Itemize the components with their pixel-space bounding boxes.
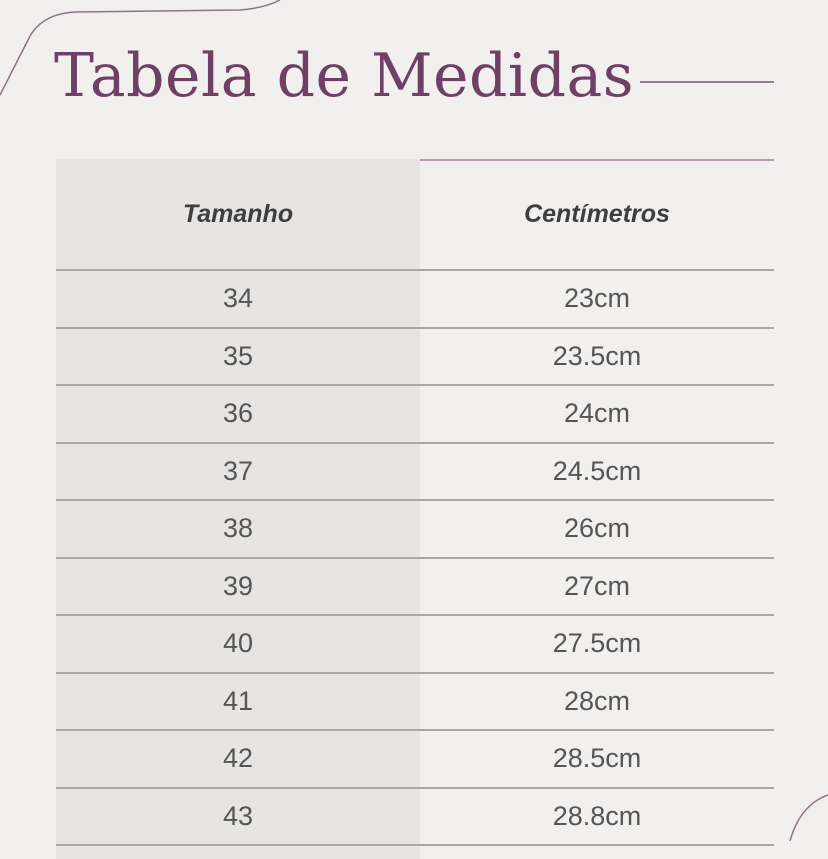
centimeters-cell: 26cm xyxy=(563,513,631,544)
size-column-background xyxy=(56,159,420,859)
size-cell: 43 xyxy=(222,800,254,831)
centimeters-cell: 23.5cm xyxy=(552,340,642,371)
size-cell: 34 xyxy=(222,283,254,314)
table-header-row: Tamanho Centímetros xyxy=(56,159,774,271)
table-row: 38 26cm xyxy=(56,501,774,559)
size-cell: 37 xyxy=(222,455,254,486)
centimeters-cell: 24.5cm xyxy=(552,455,642,486)
centimeters-cell: 28.8cm xyxy=(552,800,642,831)
table-top-divider xyxy=(420,159,774,161)
table-row: 39 27cm xyxy=(56,559,774,616)
size-cell: 42 xyxy=(222,743,254,774)
size-table: Tamanho Centímetros 34 23cm 35 23.5cm 36 24cm… xyxy=(56,159,774,846)
page-title: Tabela de Medidas xyxy=(54,41,635,111)
centimeters-cell: 27cm xyxy=(563,570,631,601)
size-cell: 36 xyxy=(222,398,254,429)
table-row: 43 28.8cm xyxy=(56,789,774,846)
header-centimeters: Centímetros xyxy=(524,199,670,228)
title-divider xyxy=(640,81,774,83)
table-row: 41 28cm xyxy=(56,674,774,731)
size-cell: 41 xyxy=(222,685,254,716)
table-row: 42 28.5cm xyxy=(56,731,774,789)
table-row: 40 27.5cm xyxy=(56,616,774,674)
table-row: 36 24cm xyxy=(56,386,774,444)
size-cell: 40 xyxy=(222,628,254,659)
centimeters-cell: 24cm xyxy=(563,398,631,429)
size-cell: 39 xyxy=(222,570,254,601)
header-size: Tamanho xyxy=(182,199,294,228)
centimeters-cell: 28cm xyxy=(563,685,631,716)
table-row: 37 24.5cm xyxy=(56,444,774,501)
size-cell: 38 xyxy=(222,513,254,544)
size-cell: 35 xyxy=(222,340,254,371)
decorative-curves xyxy=(0,0,828,841)
centimeters-cell: 27.5cm xyxy=(552,628,642,659)
table-row: 35 23.5cm xyxy=(56,329,774,386)
centimeters-cell: 28.5cm xyxy=(552,743,642,774)
table-row: 34 23cm xyxy=(56,271,774,329)
centimeters-cell: 23cm xyxy=(563,283,631,314)
